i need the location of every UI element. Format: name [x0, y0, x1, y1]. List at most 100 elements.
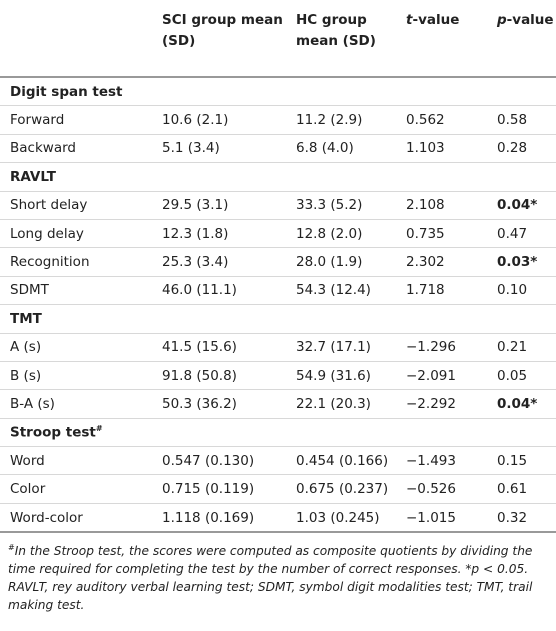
section-row: Digit span test: [0, 77, 556, 107]
header-text: SCI group mean (SD): [162, 12, 283, 49]
header-italic: p: [497, 12, 507, 28]
cell: 1.03 (0.245): [286, 503, 396, 534]
section-title: Stroop test#: [0, 418, 556, 448]
column-header: HC group mean (SD): [286, 0, 396, 78]
cell: 1.103: [396, 134, 487, 164]
cell: 41.5 (15.6): [152, 333, 286, 362]
section-row: RAVLT: [0, 162, 556, 192]
header-text: -value: [506, 12, 554, 28]
data-row: Word 0.547 (0.130) 0.454 (0.166) −1.493 0.15: [0, 446, 556, 476]
cell: 91.8 (50.8): [152, 361, 286, 391]
cell: 0.562: [396, 105, 487, 135]
cell: 0.58: [487, 105, 556, 135]
header-text: -value: [412, 12, 460, 28]
cell: −1.296: [396, 333, 487, 362]
cell: 12.8 (2.0): [286, 219, 396, 249]
cell: 50.3 (36.2): [152, 389, 286, 419]
data-row: B-A (s) 50.3 (36.2) 22.1 (20.3) −2.292 0.04*: [0, 389, 556, 419]
cell: Long delay: [0, 219, 152, 249]
cell: 46.0 (11.1): [152, 276, 286, 306]
cell: 54.3 (12.4): [286, 276, 396, 306]
cell: −0.526: [396, 474, 487, 504]
data-row: Long delay 12.3 (1.8) 12.8 (2.0) 0.735 0.47: [0, 219, 556, 249]
cell: 0.47: [487, 219, 556, 249]
footnote: #In the Stroop test, the scores were com…: [8, 539, 550, 578]
column-header: [0, 0, 152, 78]
data-row: Recognition 25.3 (3.4) 28.0 (1.9) 2.302 0.03…: [0, 247, 556, 277]
header-italic: t: [406, 12, 413, 28]
column-header: p-value: [487, 0, 556, 78]
data-row: Short delay 29.5 (3.1) 33.3 (5.2) 2.108 0.04…: [0, 191, 556, 220]
cell: 1.118 (0.169): [152, 503, 286, 534]
cell: 0.454 (0.166): [286, 446, 396, 476]
cell: SDMT: [0, 276, 152, 306]
cell: Short delay: [0, 191, 152, 220]
cell: Word: [0, 446, 152, 476]
section-text: Digit span test: [10, 83, 123, 100]
cell: Forward: [0, 105, 152, 135]
data-row: Word-color 1.118 (0.169) 1.03 (0.245) −1.01…: [0, 503, 556, 534]
cell: 0.675 (0.237): [286, 474, 396, 504]
cell: B (s): [0, 361, 152, 391]
section-text: Stroop test: [10, 424, 96, 441]
cell: 32.7 (17.1): [286, 333, 396, 362]
cell: 0.04*: [487, 191, 556, 220]
cell: 5.1 (3.4): [152, 134, 286, 164]
header-row: SCI group mean (SD) HC group mean (SD) t-v…: [0, 0, 556, 78]
footnote: RAVLT, rey auditory verbal learning test…: [8, 578, 550, 614]
results-table: SCI group mean (SD) HC group mean (SD) t-v…: [0, 0, 556, 534]
footnote-text: RAVLT, rey auditory verbal learning test…: [8, 580, 533, 613]
column-header: SCI group mean (SD): [152, 0, 286, 78]
cell: 11.2 (2.9): [286, 105, 396, 135]
cell: 12.3 (1.8): [152, 219, 286, 249]
data-row: B (s) 91.8 (50.8) 54.9 (31.6) −2.091 0.05: [0, 361, 556, 391]
footnote-text: In the Stroop test, the scores were comp…: [8, 544, 533, 577]
section-text: RAVLT: [10, 168, 56, 185]
cell: 22.1 (20.3): [286, 389, 396, 419]
cell: Backward: [0, 134, 152, 164]
cell: 25.3 (3.4): [152, 247, 286, 277]
cell: 1.718: [396, 276, 487, 306]
section-row: Stroop test#: [0, 418, 556, 448]
cell: 0.15: [487, 446, 556, 476]
cell: B-A (s): [0, 389, 152, 419]
data-row: A (s) 41.5 (15.6) 32.7 (17.1) −1.296 0.21: [0, 333, 556, 362]
cell: 0.715 (0.119): [152, 474, 286, 504]
cell: Color: [0, 474, 152, 504]
cell: 0.21: [487, 333, 556, 362]
cell: −1.015: [396, 503, 487, 534]
section-row: TMT: [0, 304, 556, 334]
cell: −1.493: [396, 446, 487, 476]
cell: 0.32: [487, 503, 556, 534]
cell: 0.735: [396, 219, 487, 249]
cell: 0.03*: [487, 247, 556, 277]
cell: 0.04*: [487, 389, 556, 419]
section-title: RAVLT: [0, 162, 556, 192]
data-row: Color 0.715 (0.119) 0.675 (0.237) −0.526 0.6…: [0, 474, 556, 504]
cell: 2.108: [396, 191, 487, 220]
cell: 54.9 (31.6): [286, 361, 396, 391]
cell: 0.10: [487, 276, 556, 306]
cell: 28.0 (1.9): [286, 247, 396, 277]
cell: 0.05: [487, 361, 556, 391]
cell: 10.6 (2.1): [152, 105, 286, 135]
section-title: TMT: [0, 304, 556, 334]
cell: Recognition: [0, 247, 152, 277]
cell: 0.61: [487, 474, 556, 504]
data-row: Forward 10.6 (2.1) 11.2 (2.9) 0.562 0.58: [0, 105, 556, 135]
cell: Word-color: [0, 503, 152, 534]
cell: 0.28: [487, 134, 556, 164]
column-header: t-value: [396, 0, 487, 78]
section-text: TMT: [10, 310, 42, 327]
data-row: SDMT 46.0 (11.1) 54.3 (12.4) 1.718 0.10: [0, 276, 556, 306]
cell: 0.547 (0.130): [152, 446, 286, 476]
footnotes: #In the Stroop test, the scores were com…: [0, 533, 556, 614]
cell: A (s): [0, 333, 152, 362]
cell: 29.5 (3.1): [152, 191, 286, 220]
cell: 6.8 (4.0): [286, 134, 396, 164]
section-title: Digit span test: [0, 77, 556, 107]
cell: −2.091: [396, 361, 487, 391]
cell: 2.302: [396, 247, 487, 277]
section-sup: #: [95, 424, 103, 434]
